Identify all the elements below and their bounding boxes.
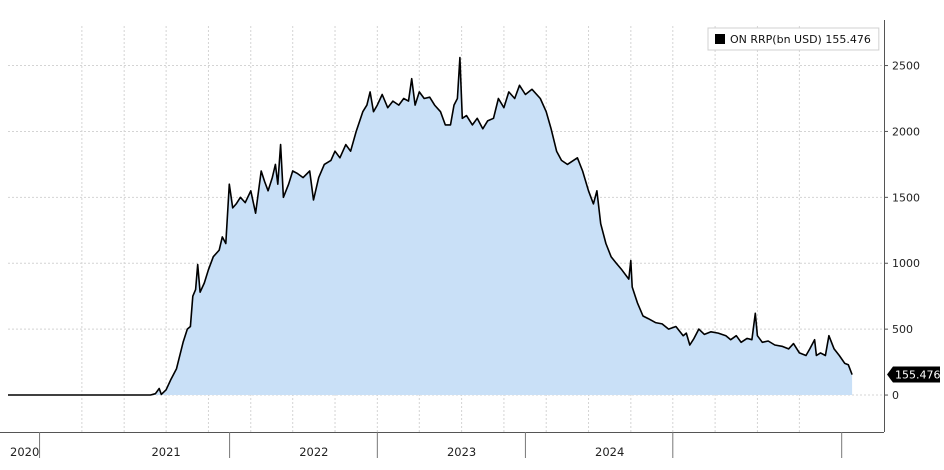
x-axis: 2020 2021 2022 2023 2024 [0, 432, 884, 459]
series-area [8, 57, 853, 395]
last-value-label: 155.476 [895, 369, 941, 382]
legend: ON RRP(bn USD) 155.476 [707, 27, 880, 51]
x-tick-label: 2022 [299, 445, 328, 459]
y-tick-label: 2500 [892, 60, 920, 73]
y-axis: 0 500 1000 1500 2000 2500 [884, 20, 920, 432]
y-tick-label: 2000 [892, 125, 920, 138]
y-tick-label: 1500 [892, 191, 920, 204]
legend-swatch [715, 34, 725, 44]
legend-label: ON RRP(bn USD) 155.476 [730, 33, 871, 46]
y-tick-label: 500 [892, 323, 913, 336]
legend-box [707, 27, 880, 51]
y-tick-label: 1000 [892, 257, 920, 270]
y-tick-label: 0 [892, 389, 899, 402]
series-line [8, 56, 853, 396]
last-value-tag-shape [887, 366, 940, 383]
last-value-tag: 155.476 [887, 366, 941, 383]
x-tick-label: 2020 [10, 445, 39, 459]
x-tick-label: 2024 [595, 445, 624, 459]
x-tick-label: 2021 [151, 445, 180, 459]
x-tick-label: 2023 [447, 445, 476, 459]
